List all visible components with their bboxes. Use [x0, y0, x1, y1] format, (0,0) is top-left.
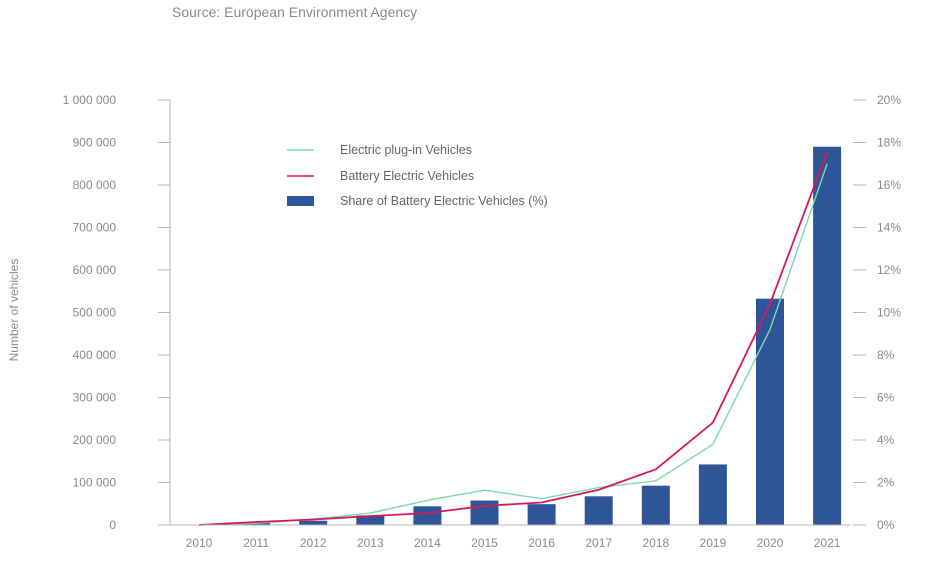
bar [698, 464, 727, 525]
left-tick-label: 500 000 [73, 306, 117, 320]
left-tick-label: 1 000 000 [63, 93, 117, 107]
right-tick-label: 18% [877, 136, 901, 150]
bar [641, 485, 670, 525]
right-tick-label: 0% [877, 518, 895, 532]
x-tick-label: 2015 [471, 536, 498, 550]
legend-label: Electric plug-in Vehicles [340, 143, 472, 157]
right-tick-label: 16% [877, 178, 901, 192]
x-tick-label: 2018 [642, 536, 669, 550]
right-tick-label: 20% [877, 93, 901, 107]
y-axis-title: Number of vehicles [7, 259, 21, 362]
x-tick-label: 2021 [814, 536, 841, 550]
x-tick-label: 2020 [757, 536, 784, 550]
left-tick-label: 300 000 [73, 391, 117, 405]
bar [356, 515, 385, 525]
bar [299, 520, 328, 525]
left-tick-label: 900 000 [73, 136, 117, 150]
x-tick-label: 2012 [300, 536, 327, 550]
line-series [198, 151, 828, 526]
bar [756, 298, 784, 525]
legend-label: Battery Electric Vehicles [340, 169, 474, 183]
left-axis-ticks: 1 000 000 900 000 800 000 700 000 600 000 500… [63, 93, 170, 532]
x-tick-label: 2010 [186, 536, 213, 550]
x-tick-label: 2014 [414, 536, 441, 550]
x-tick-label: 2013 [357, 536, 384, 550]
right-tick-label: 4% [877, 433, 895, 447]
bar-series [242, 146, 842, 525]
x-tick-label: 2016 [528, 536, 555, 550]
left-tick-label: 100 000 [73, 476, 117, 490]
left-tick-label: 200 000 [73, 433, 117, 447]
series-line [198, 163, 828, 526]
right-tick-label: 6% [877, 391, 895, 405]
left-tick-label: 700 000 [73, 221, 117, 235]
series-line [198, 151, 828, 526]
left-tick-label: 800 000 [73, 178, 117, 192]
right-axis-ticks: 20% 18% 16% 14% 12% 10% 8% 6% 4% 2% 0% [853, 93, 901, 532]
bar [813, 146, 842, 525]
legend: Electric plug-in Vehicles Battery Electri… [287, 143, 548, 208]
left-tick-label: 600 000 [73, 263, 117, 277]
x-axis-ticks: 2010 2011 2012 2013 2014 2015 2016 2017 2018 2019… [186, 536, 841, 550]
x-tick-label: 2019 [700, 536, 727, 550]
x-tick-label: 2017 [585, 536, 612, 550]
right-tick-label: 10% [877, 306, 901, 320]
legend-swatch-bar [287, 196, 314, 206]
left-tick-label: 400 000 [73, 348, 117, 362]
left-tick-label: 0 [109, 518, 116, 532]
right-tick-label: 2% [877, 476, 895, 490]
bar [413, 506, 442, 525]
bar [527, 504, 556, 525]
bar [584, 496, 613, 525]
bar [470, 500, 499, 525]
legend-label: Share of Battery Electric Vehicles (%) [340, 194, 548, 208]
right-tick-label: 12% [877, 263, 901, 277]
right-tick-label: 8% [877, 348, 895, 362]
x-tick-label: 2011 [243, 536, 269, 550]
right-tick-label: 14% [877, 221, 901, 235]
source-note: Source: European Environment Agency [172, 4, 418, 20]
